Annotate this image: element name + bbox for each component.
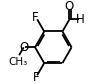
Text: H: H [76,13,85,26]
Text: CH₃: CH₃ [9,57,28,67]
Text: O: O [65,0,74,13]
Text: F: F [32,11,39,24]
Text: F: F [33,71,39,84]
Text: O: O [19,41,28,54]
